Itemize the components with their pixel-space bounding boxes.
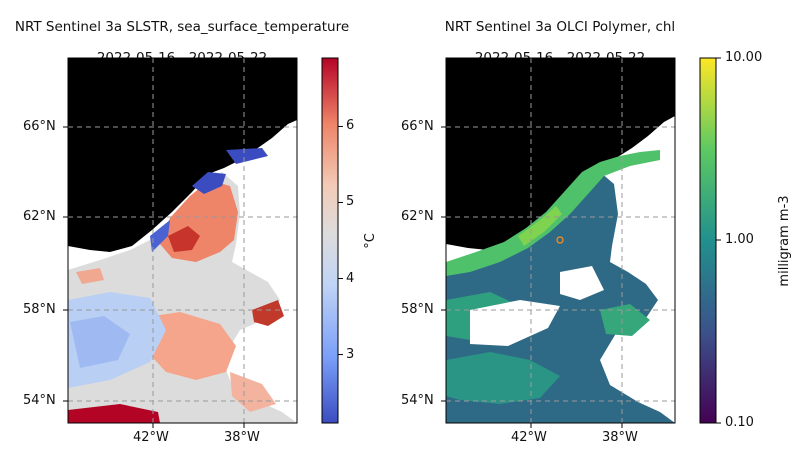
sst-land-greenland — [68, 58, 297, 252]
chl-axis-ticks — [441, 126, 623, 428]
sst-colorbar-tick-label: 3 — [346, 346, 355, 362]
sst-colorbar — [321, 57, 339, 424]
sst-hot-core — [168, 226, 200, 252]
chl-map-frame — [445, 57, 676, 424]
sst-colorbar-tick-label: 4 — [346, 270, 355, 286]
sst-colorbar-tick-label: 6 — [346, 118, 355, 134]
sst-cold-band — [150, 220, 170, 252]
chl-lon-label-42w: 42°W — [511, 430, 547, 445]
chl-cloud-gap-4 — [642, 326, 675, 384]
chl-colorbar-ticks — [716, 57, 721, 424]
sst-lon-label-38w: 38°W — [224, 430, 260, 445]
chl-colorbar-tick-min: 0.10 — [725, 415, 754, 430]
sst-cold-coastal — [192, 172, 226, 194]
chl-lat-label-58n: 58°N — [401, 302, 434, 317]
sst-gridlines — [68, 58, 297, 423]
chl-land-greenland — [446, 58, 675, 250]
sst-map-frame — [67, 57, 298, 424]
chl-lat-label-54n: 54°N — [401, 393, 434, 408]
sst-cloud-gap — [238, 170, 297, 270]
chl-green-east — [600, 304, 650, 336]
sst-cold-north-strip — [226, 148, 268, 164]
chl-colorbar-tick-mid: 1.00 — [725, 232, 754, 247]
sst-hot-bottom — [68, 404, 160, 423]
chl-location-marker — [556, 236, 564, 244]
sst-hot-patch-east — [252, 300, 284, 326]
right-title-line1: NRT Sentinel 3a OLCI Polymer, chl — [444, 18, 676, 35]
chl-colorbar-tick-max: 10.00 — [725, 50, 763, 65]
left-title-line1: NRT Sentinel 3a SLSTR, sea_surface_tempe… — [14, 18, 350, 35]
sst-map — [68, 58, 297, 423]
sst-cloud-gap-2 — [264, 326, 297, 380]
chl-cloud-gap-2 — [470, 300, 560, 346]
sst-axis-ticks — [63, 126, 245, 428]
sst-colorbar-label: °C — [362, 233, 378, 249]
sst-warm-small-west — [76, 268, 104, 284]
sst-lat-label-66n: 66°N — [23, 119, 56, 134]
sst-cool-west-inner — [70, 316, 130, 368]
chl-coastal-bloom-bright — [518, 206, 562, 246]
chl-lon-label-38w: 38°W — [602, 430, 638, 445]
chl-colorbar — [699, 57, 717, 424]
chl-map — [446, 58, 675, 423]
sst-lat-label-58n: 58°N — [23, 302, 56, 317]
chl-colorbar-label: milligram m-3 — [777, 195, 792, 287]
sst-colorbar-ticks — [338, 125, 343, 356]
sst-lon-label-42w: 42°W — [133, 430, 169, 445]
sst-warm-patch-se — [230, 372, 276, 412]
chl-lat-label-66n: 66°N — [401, 119, 434, 134]
chl-cloud-gap-1 — [616, 170, 675, 272]
sst-colorbar-tick-label: 5 — [346, 194, 355, 210]
sst-lat-label-62n: 62°N — [23, 209, 56, 224]
chl-gridlines — [446, 58, 675, 423]
sst-lat-label-54n: 54°N — [23, 393, 56, 408]
chl-cloud-gap-3 — [560, 266, 604, 300]
chl-lat-label-62n: 62°N — [401, 209, 434, 224]
